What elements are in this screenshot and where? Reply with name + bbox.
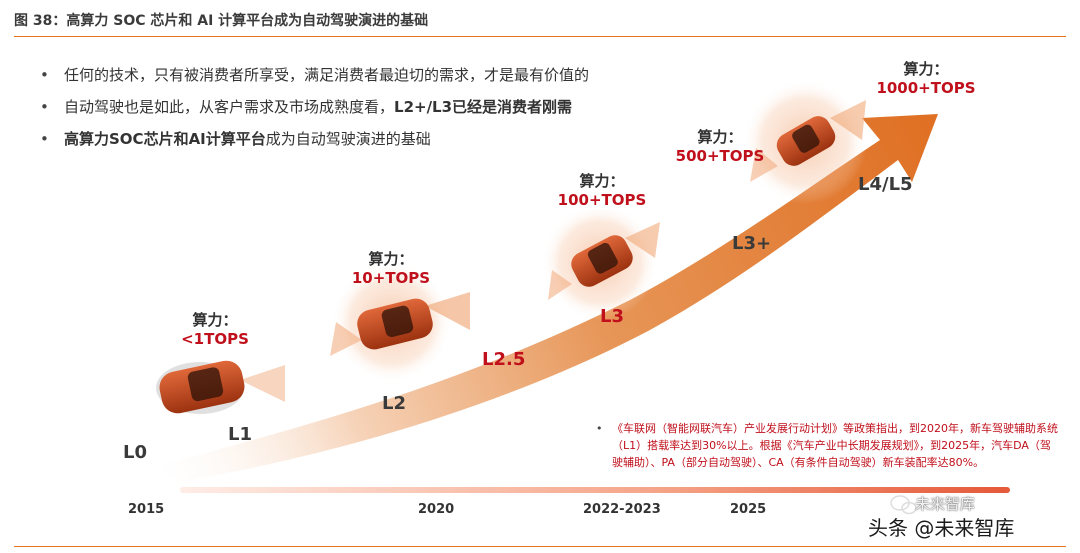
timeline-bar	[180, 487, 1010, 493]
sensor-wave-icon	[330, 322, 362, 356]
compute-label: 算力： 1000+TOPS	[866, 58, 986, 97]
bullet-text: 任何的技术，只有被消费者所享受，满足消费者最迫切的需求，才是最有价值的	[64, 66, 590, 84]
compute-caption: 算力：	[192, 311, 238, 329]
bullet-item: 任何的技术，只有被消费者所享受，满足消费者最迫切的需求，才是最有价值的	[40, 64, 589, 96]
car-icon	[743, 80, 867, 204]
note-bullet: •	[596, 422, 603, 435]
car-icon	[156, 360, 285, 414]
watermark: 头条 @未来智库	[868, 516, 1015, 540]
level-label: L3	[600, 306, 624, 327]
car-icon	[542, 204, 660, 320]
note-text: 《车联网（智能网联汽车）产业发展行动计划》等政策指出，到2020年，新车驾驶辅助…	[612, 422, 1058, 469]
bullet-bold-text: L2+/L3已经是消费者刚需	[394, 98, 573, 116]
compute-label: 算力： 10+TOPS	[336, 248, 446, 287]
policy-note: • 《车联网（智能网联汽车）产业发展行动计划》等政策指出，到2020年，新车驾驶…	[596, 420, 1058, 471]
sensor-wave-icon	[425, 292, 470, 330]
compute-caption: 算力：	[697, 128, 743, 146]
car-icon	[330, 262, 470, 382]
watermark-small: 未来智库	[915, 495, 976, 513]
bullet-item: 高算力SOC芯片和AI计算平台成为自动驾驶演进的基础	[40, 128, 589, 160]
compute-label: 算力： 100+TOPS	[542, 170, 662, 209]
wechat-icon	[890, 495, 917, 515]
year-label: 2025	[730, 502, 767, 517]
compute-caption: 算力：	[903, 60, 949, 78]
compute-value: <1TOPS	[181, 330, 249, 348]
bullet-bold-text: 高算力SOC芯片和AI计算平台	[64, 130, 266, 148]
level-label: L2.5	[482, 349, 526, 370]
compute-value: 1000+TOPS	[876, 79, 976, 97]
bottom-divider	[14, 546, 1066, 547]
level-label: L1	[228, 424, 252, 445]
bullet-text: 自动驾驶也是如此，从客户需求及市场成熟度看，	[64, 98, 395, 116]
compute-label: 算力： 500+TOPS	[664, 126, 776, 165]
level-label: L4/L5	[858, 174, 913, 195]
figure-title: 图 38：高算力 SOC 芯片和 AI 计算平台成为自动驾驶演进的基础	[14, 13, 429, 29]
bullet-list: 任何的技术，只有被消费者所享受，满足消费者最迫切的需求，才是最有价值的 自动驾驶…	[40, 64, 589, 160]
year-label: 2015	[128, 502, 165, 517]
bullet-text: 成为自动驾驶演进的基础	[265, 130, 431, 148]
compute-value: 100+TOPS	[557, 191, 647, 209]
sensor-wave-icon	[548, 270, 572, 300]
bullet-item: 自动驾驶也是如此，从客户需求及市场成熟度看，L2+/L3已经是消费者刚需	[40, 96, 589, 128]
title-divider	[14, 36, 1066, 37]
level-label: L0	[123, 442, 147, 463]
level-label: L2	[382, 393, 406, 414]
sensor-wave-icon	[240, 365, 285, 402]
sensor-wave-icon	[625, 222, 660, 258]
compute-caption: 算力：	[579, 172, 625, 190]
compute-label: 算力： <1TOPS	[170, 309, 260, 348]
sensor-wave-icon	[750, 148, 778, 182]
compute-value: 10+TOPS	[351, 269, 431, 287]
compute-caption: 算力：	[368, 250, 414, 268]
sensor-wave-icon	[830, 100, 866, 140]
level-label: L3+	[732, 233, 772, 254]
year-label: 2022-2023	[583, 502, 661, 517]
year-label: 2020	[418, 502, 455, 517]
compute-value: 500+TOPS	[675, 147, 765, 165]
